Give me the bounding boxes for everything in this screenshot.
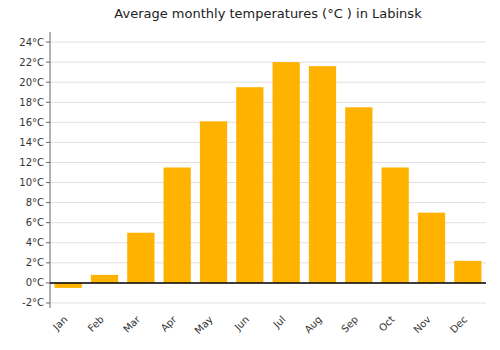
zero-line [50, 282, 486, 284]
x-tick-label: Nov [411, 314, 433, 336]
x-tick-label: Oct [377, 314, 397, 334]
y-tick [46, 222, 50, 223]
y-tick-label: 6°C [26, 217, 44, 228]
y-tick-label: 18°C [19, 97, 44, 108]
y-tick [46, 242, 50, 243]
grid-line [50, 202, 486, 203]
x-tick-label: Mar [121, 313, 143, 335]
title: Average monthly temperatures (°C ) in La… [114, 6, 422, 21]
y-tick [46, 62, 50, 63]
chart-container: Average monthly temperatures (°C ) in La… [0, 0, 500, 350]
bar [127, 233, 154, 283]
x-tick-label: Jul [271, 314, 288, 331]
bar [273, 62, 300, 283]
y-tick [46, 202, 50, 203]
y-tick-label: 24°C [19, 37, 44, 48]
bars [55, 62, 482, 288]
bar [382, 167, 409, 282]
bar [164, 167, 191, 282]
grid [50, 42, 486, 303]
bar [200, 121, 227, 283]
bar [309, 66, 336, 283]
y-tick [46, 122, 50, 123]
y-tick-label: 2°C [26, 257, 44, 268]
y-tick [46, 142, 50, 143]
bar [454, 261, 481, 283]
y-tick [46, 302, 50, 303]
y-tick [46, 182, 50, 183]
bar [91, 275, 118, 283]
grid-line [50, 122, 486, 123]
grid-line [50, 142, 486, 143]
y-tick-label: 22°C [19, 57, 44, 68]
x-tick-label: Dec [448, 314, 469, 335]
x-tick-label: Aug [302, 314, 324, 336]
y-tick-label: -2°C [22, 297, 44, 308]
grid-line [50, 182, 486, 183]
x-tick-label: Jan [50, 314, 69, 333]
bar [418, 213, 445, 283]
y-tick-label: 0°C [26, 277, 44, 288]
y-axis-line [50, 32, 51, 308]
y-tick-label: 20°C [19, 77, 44, 88]
grid-line [50, 62, 486, 63]
bar [345, 107, 372, 283]
x-tick-label: Feb [86, 314, 106, 334]
grid-line [50, 82, 486, 83]
y-tick [46, 82, 50, 83]
y-tick-label: 14°C [19, 137, 44, 148]
grid-line [50, 282, 486, 283]
chart-svg: Average monthly temperatures (°C ) in La… [0, 0, 500, 350]
grid-line [50, 102, 486, 103]
grid-line [50, 302, 486, 303]
y-tick-label: 16°C [19, 117, 44, 128]
x-tick-label: May [193, 314, 215, 336]
y-tick [46, 282, 50, 283]
y-tick-label: 12°C [19, 157, 44, 168]
bar [55, 283, 82, 288]
bar [236, 87, 263, 283]
y-tick-label: 4°C [26, 237, 44, 248]
grid-line [50, 162, 486, 163]
x-tick-label: Jun [232, 314, 252, 334]
x-axis: Jan Feb Mar Apr May Jun Jul Aug Sep Oct Nov Dec [50, 313, 469, 336]
x-tick-label: Apr [159, 313, 180, 334]
y-tick-label: 10°C [19, 177, 44, 188]
y-tick [46, 102, 50, 103]
y-tick [46, 162, 50, 163]
y-axis: -2°C 0°C 2°C 4°C 6°C 8°C 10°C 12°C 14°C 16°C 18°C 2… [19, 32, 50, 308]
y-tick [46, 262, 50, 263]
y-tick-label: 8°C [26, 197, 44, 208]
y-tick [46, 42, 50, 43]
grid-line [50, 42, 486, 43]
x-tick-label: Sep [339, 314, 360, 335]
